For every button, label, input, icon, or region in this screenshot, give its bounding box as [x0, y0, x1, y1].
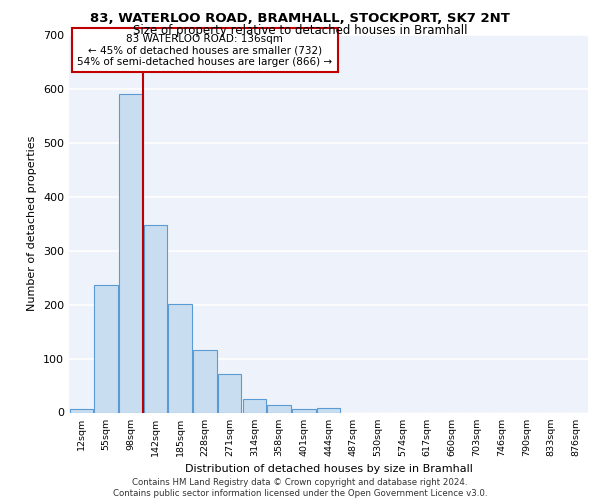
Text: 83, WATERLOO ROAD, BRAMHALL, STOCKPORT, SK7 2NT: 83, WATERLOO ROAD, BRAMHALL, STOCKPORT, …: [90, 12, 510, 26]
Bar: [119, 94, 143, 412]
Bar: [193, 350, 217, 412]
X-axis label: Distribution of detached houses by size in Bramhall: Distribution of detached houses by size …: [185, 464, 472, 474]
Bar: [70, 408, 93, 412]
Bar: [218, 374, 241, 412]
Bar: [292, 410, 316, 412]
Bar: [317, 408, 340, 412]
Text: 83 WATERLOO ROAD: 136sqm
← 45% of detached houses are smaller (732)
54% of semi-: 83 WATERLOO ROAD: 136sqm ← 45% of detach…: [77, 34, 332, 66]
Bar: [169, 304, 192, 412]
Bar: [144, 225, 167, 412]
Bar: [242, 399, 266, 412]
Y-axis label: Number of detached properties: Number of detached properties: [28, 136, 37, 312]
Bar: [268, 406, 291, 412]
Bar: [94, 284, 118, 412]
Text: Size of property relative to detached houses in Bramhall: Size of property relative to detached ho…: [133, 24, 467, 37]
Text: Contains HM Land Registry data © Crown copyright and database right 2024.
Contai: Contains HM Land Registry data © Crown c…: [113, 478, 487, 498]
